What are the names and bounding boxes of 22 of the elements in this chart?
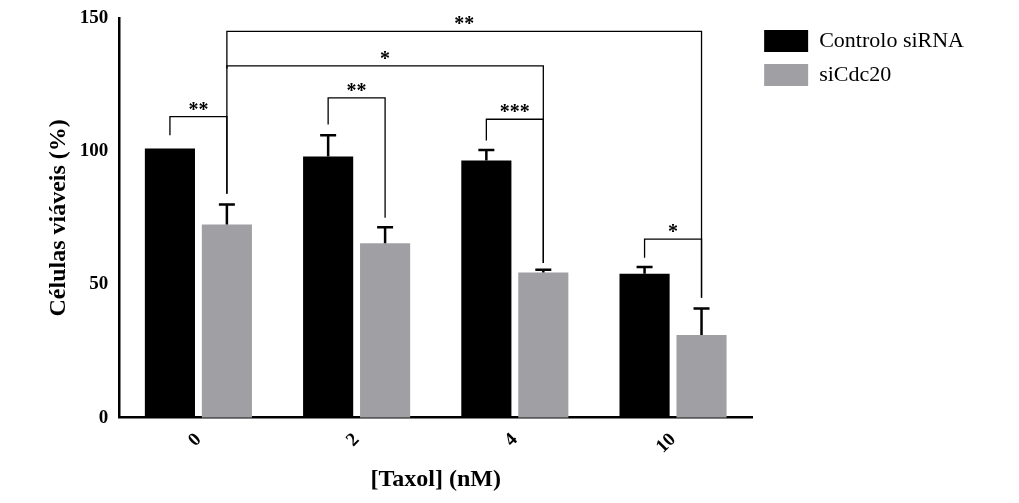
y-tick-label: 0 xyxy=(98,405,109,427)
y-tick-label: 50 xyxy=(89,272,109,294)
legend-label: siCdc20 xyxy=(819,60,892,86)
annotation: ** xyxy=(454,12,475,35)
y-tick-label: 100 xyxy=(79,139,109,161)
x-axis-title: [Taxol] (nM) xyxy=(370,464,501,491)
annotation: *** xyxy=(499,100,530,123)
bar xyxy=(676,335,727,418)
annotation: * xyxy=(380,47,391,70)
bar xyxy=(201,224,252,418)
annotation: ** xyxy=(188,97,209,120)
x-tick-label: 2 xyxy=(341,428,363,450)
y-tick-label: 150 xyxy=(79,5,109,27)
annotation: ** xyxy=(346,79,367,102)
x-tick-label: 10 xyxy=(651,428,680,457)
annotation: * xyxy=(668,220,679,243)
bar xyxy=(360,243,411,418)
legend-label: Controlo siRNA xyxy=(819,26,965,52)
x-tick-label: 4 xyxy=(499,427,522,450)
bar xyxy=(518,272,569,418)
x-tick-label: 0 xyxy=(183,428,205,450)
y-axis-title: Células viáveis (%) xyxy=(43,119,70,317)
